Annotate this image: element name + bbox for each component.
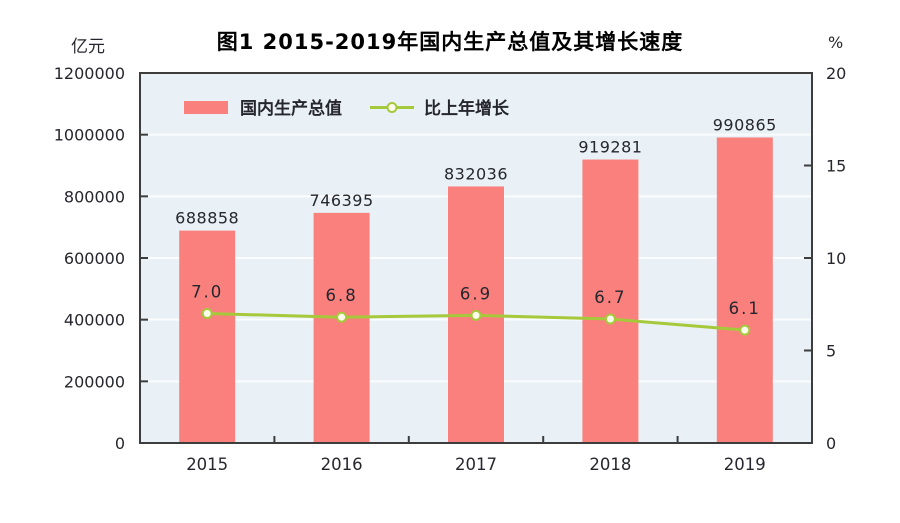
bar-value-label-2017: 832036 (444, 164, 508, 183)
growth-marker-2015 (201, 308, 213, 319)
left-axis-tick-label: 800000 (64, 187, 125, 206)
growth-value-label-2019: 6.1 (729, 299, 761, 318)
bar-value-label-2019: 990865 (713, 115, 777, 134)
right-axis-tick-label: 15 (826, 157, 846, 176)
bar-value-label-2015: 688858 (175, 209, 239, 228)
plot-border (139, 72, 813, 444)
bar-value-label-2016: 746395 (310, 191, 374, 210)
growth-value-label-2017: 6.9 (460, 284, 492, 303)
chart-title: 图1 2015-2019年国内生产总值及其增长速度 (216, 30, 684, 54)
bar-2019 (716, 137, 773, 444)
bar-2015 (179, 230, 236, 443)
legend-line-label: 比上年增长 (424, 98, 510, 119)
right-axis-tick-label: 20 (826, 64, 846, 83)
bar-2018 (582, 159, 639, 443)
growth-value-label-2015: 7.0 (191, 283, 223, 302)
legend-bar-label: 国内生产总值 (240, 98, 342, 119)
growth-marker-2019 (739, 324, 751, 336)
growth-value-label-2016: 6.8 (325, 286, 357, 305)
x-axis-label-2015: 2015 (186, 455, 228, 474)
x-axis-label-2018: 2018 (589, 455, 631, 474)
x-axis-label-2019: 2019 (724, 455, 766, 474)
right-axis-tick-label: 10 (826, 249, 846, 268)
left-axis-unit-label: 亿元 (71, 37, 105, 57)
bar-value-label-2018: 919281 (578, 138, 642, 157)
growth-marker-2017 (470, 309, 482, 321)
growth-value-label-2018: 6.7 (594, 288, 626, 307)
left-axis-tick-label: 1200000 (54, 64, 125, 83)
left-axis-tick-label: 600000 (64, 249, 125, 268)
left-axis-tick-label: 0 (115, 434, 125, 453)
left-axis-tick-label: 1000000 (54, 126, 125, 145)
left-axis-tick-label: 200000 (64, 372, 125, 391)
right-axis-tick-label: 5 (826, 342, 836, 361)
legend-bar-swatch (184, 101, 228, 114)
x-axis-label-2017: 2017 (455, 455, 497, 474)
bar-2016 (313, 212, 370, 443)
growth-marker-2016 (336, 311, 348, 323)
left-axis-tick-label: 400000 (64, 311, 125, 330)
growth-marker-2018 (604, 313, 616, 325)
x-axis-label-2016: 2016 (321, 455, 363, 474)
right-axis-unit-label: % (828, 33, 844, 52)
right-axis-tick-label: 0 (826, 434, 836, 453)
legend-line-marker (386, 102, 398, 113)
